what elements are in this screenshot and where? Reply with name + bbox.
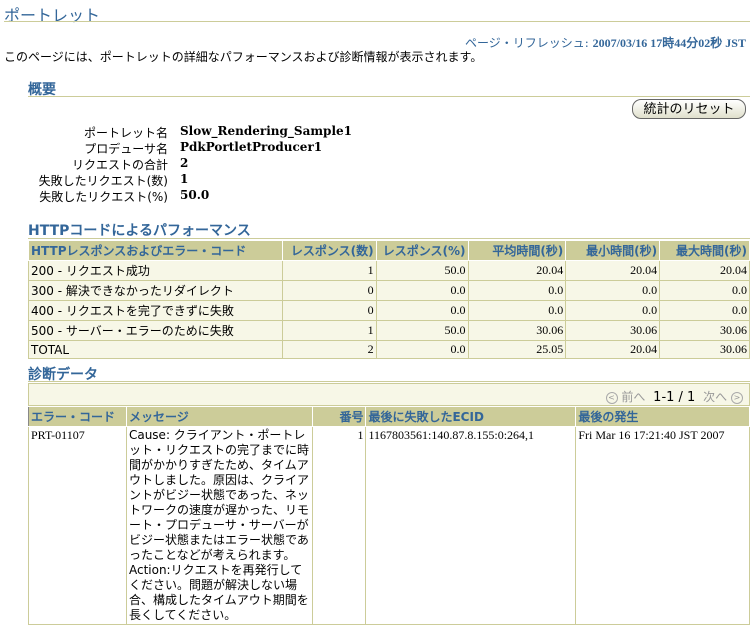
column-header: メッセージ [125, 406, 313, 427]
summary-row: プロデューサ名 PdkPortletProducer1 [28, 140, 352, 156]
table-cell: 0.0 [375, 300, 469, 321]
table-row: PRT-01107 Cause: クライアント・ポートレット・リクエストの完了まで… [28, 426, 750, 625]
divider [28, 381, 750, 382]
table-cell: 30.06 [565, 320, 661, 341]
next-link[interactable]: 次へ [703, 390, 728, 404]
summary-list: ポートレット名 Slow_Rendering_Sample1 プロデューサ名 Pdk… [28, 124, 352, 204]
table-cell: TOTAL [28, 340, 283, 359]
label: リクエストの合計 [71, 158, 168, 172]
divider [28, 238, 750, 239]
table-cell: 0 [281, 280, 377, 301]
table-cell: 30.06 [659, 320, 750, 341]
value: Slow_Rendering_Sample1 [180, 124, 352, 138]
table-cell: 400 - リクエストを完了できずに失敗 [28, 300, 283, 321]
diagnostics-table: エラー・コード メッセージ 番号 最後に失敗したECID 最後の発生 PRT-01107… [28, 406, 750, 625]
table-cell: 0.0 [659, 300, 750, 321]
next-icon[interactable]: > [731, 391, 743, 404]
table-cell: 30.06 [467, 320, 567, 341]
previous-icon[interactable]: < [605, 391, 618, 404]
reset-statistics-button[interactable]: 統計のリセット [632, 99, 746, 119]
value: 50.0 [180, 188, 210, 202]
table-cell: 0 [281, 300, 377, 321]
table-cell: 1 [311, 426, 367, 625]
previous-link[interactable]: 前へ [621, 390, 646, 404]
diagnostics-heading: 診断データ [28, 367, 98, 383]
http-performance-table: HTTPレスポンスおよびエラー・コード レスポンス(数) レスポンス(%) 平均時間(… [28, 240, 750, 359]
table-cell: 1 [281, 320, 377, 341]
table-cell: 0.0 [565, 300, 661, 321]
table-cell: 300 - 解決できなかったリダイレクト [28, 280, 283, 301]
page-description: このページには、ポートレットの詳細なパフォーマンスおよび診断情報が表示されます。 [4, 50, 483, 64]
summary-heading: 概要 [28, 82, 56, 98]
table-cell: Cause: クライアント・ポートレット・リクエストの完了までに時間がかかりすぎ… [125, 426, 313, 625]
value: 1 [180, 172, 189, 186]
table-cell: 20.04 [659, 260, 750, 281]
column-header: 最後に失敗したECID [365, 406, 577, 427]
table-cell: 0.0 [467, 280, 567, 301]
divider [4, 21, 750, 22]
pagination: < 前へ 1-1 / 1 次へ > [28, 383, 750, 406]
table-row: 200 - リクエスト成功 1 50.0 20.04 20.04 20.04 [28, 260, 750, 281]
column-header: レスポンス(%) [375, 240, 469, 261]
table-cell: 0.0 [565, 280, 661, 301]
table-cell: 0.0 [375, 340, 469, 359]
page-range: 1-1 / 1 [653, 390, 696, 405]
table-cell: 1 [281, 260, 377, 281]
table-cell: 50.0 [375, 260, 469, 281]
column-header: レスポンス(数) [281, 240, 377, 261]
page-title: ポートレット [4, 6, 101, 25]
summary-row: ポートレット名 Slow_Rendering_Sample1 [28, 124, 352, 140]
page-refresh: ページ・リフレッシュ: 2007/03/16 17時44分02秒 JST [465, 34, 746, 51]
table-cell: 0.0 [659, 280, 750, 301]
label: ポートレット名 [83, 126, 168, 140]
table-row: TOTAL 2 0.0 25.05 20.04 30.06 [28, 340, 750, 359]
table-cell: 1167803561:140.87.8.155:0:264,1 [365, 426, 577, 625]
table-cell: 0.0 [467, 300, 567, 321]
summary-row: 失敗したリクエスト(数) 1 [28, 172, 352, 188]
table-cell: 500 - サーバー・エラーのために失敗 [28, 320, 283, 341]
column-header: HTTPレスポンスおよびエラー・コード [28, 240, 283, 261]
refresh-value: 2007/03/16 17時44分02秒 JST [592, 36, 746, 50]
column-header: エラー・コード [28, 406, 127, 427]
column-header: 最小時間(秒) [565, 240, 661, 261]
value: 2 [180, 156, 189, 170]
column-header: 最大時間(秒) [659, 240, 750, 261]
column-header: 最後の発生 [575, 406, 750, 427]
table-cell: 0.0 [375, 280, 469, 301]
label: 失敗したリクエスト(数) [38, 174, 168, 188]
table-cell: 20.04 [565, 260, 661, 281]
summary-row: 失敗したリクエスト(%) 50.0 [28, 188, 352, 204]
table-cell: 50.0 [375, 320, 469, 341]
table-cell: 20.04 [467, 260, 567, 281]
table-row: 500 - サーバー・エラーのために失敗 1 50.0 30.06 30.06 30.06 [28, 320, 750, 341]
table-row: 400 - リクエストを完了できずに失敗 0 0.0 0.0 0.0 0.0 [28, 300, 750, 321]
table-cell: 200 - リクエスト成功 [28, 260, 283, 281]
refresh-label: ページ・リフレッシュ: [465, 36, 589, 50]
label: プロデューサ名 [84, 142, 168, 156]
http-heading: HTTPコードによるパフォーマンス [28, 223, 251, 239]
table-cell: PRT-01107 [28, 426, 127, 625]
table-cell: 30.06 [659, 340, 750, 359]
column-header: 平均時間(秒) [467, 240, 567, 261]
divider [28, 96, 750, 97]
table-cell: 25.05 [467, 340, 567, 359]
column-header: 番号 [311, 406, 367, 427]
table-row: 300 - 解決できなかったリダイレクト 0 0.0 0.0 0.0 0.0 [28, 280, 750, 301]
label: 失敗したリクエスト(%) [39, 190, 168, 204]
table-cell: 20.04 [565, 340, 661, 359]
value: PdkPortletProducer1 [180, 140, 323, 154]
table-cell: 2 [281, 340, 377, 359]
summary-row: リクエストの合計 2 [28, 156, 352, 172]
table-cell: Fri Mar 16 17:21:40 JST 2007 [575, 426, 750, 625]
